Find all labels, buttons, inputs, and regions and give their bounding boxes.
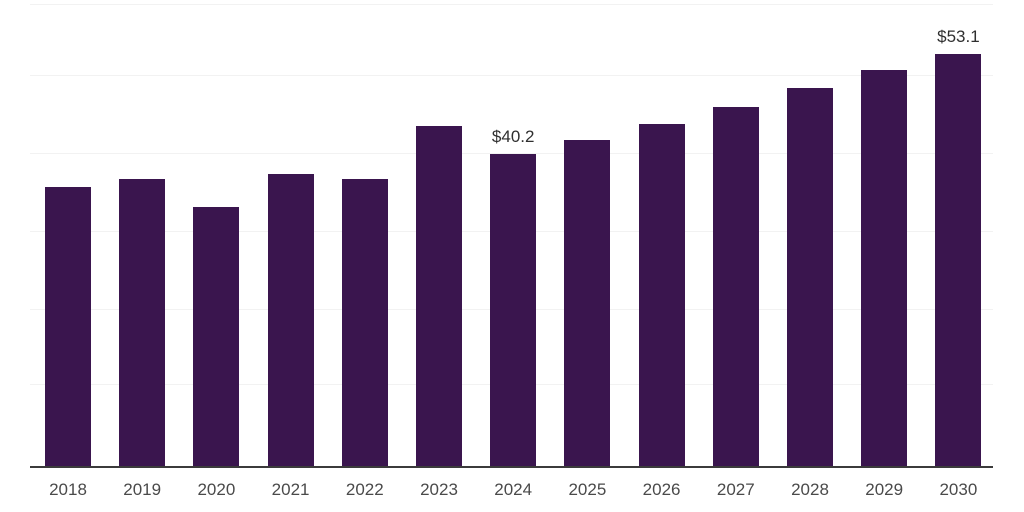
bar[interactable] bbox=[787, 87, 833, 466]
bar-group bbox=[564, 0, 611, 466]
bar[interactable] bbox=[267, 173, 314, 466]
bar-group bbox=[45, 0, 91, 466]
x-axis-tick-labels: 2018 2019 2020 2021 2022 2023 2024 2025 2026 2027… bbox=[30, 478, 993, 512]
bar-group: $40.2 bbox=[490, 0, 537, 466]
bar-group bbox=[861, 0, 908, 466]
bar-group bbox=[712, 0, 759, 466]
bar[interactable] bbox=[119, 178, 166, 466]
x-tick-label: 2020 bbox=[197, 480, 236, 499]
gridline bbox=[30, 75, 993, 77]
x-tick-label: 2026 bbox=[642, 480, 681, 499]
x-tick-label: 2021 bbox=[271, 480, 310, 499]
bar-group bbox=[341, 0, 388, 466]
bar-value-label: $53.1 bbox=[937, 26, 980, 46]
x-tick-label: 2030 bbox=[939, 480, 978, 499]
bar-group bbox=[416, 0, 462, 466]
bar[interactable] bbox=[861, 69, 908, 466]
bar[interactable] bbox=[193, 207, 240, 466]
x-tick-label: 2027 bbox=[716, 480, 755, 499]
bar[interactable] bbox=[564, 139, 611, 466]
bar-group bbox=[787, 0, 833, 466]
x-tick-label: 2018 bbox=[49, 480, 87, 499]
x-tick-label: 2024 bbox=[494, 480, 533, 499]
x-tick-label: 2025 bbox=[568, 480, 607, 499]
bar[interactable] bbox=[416, 125, 462, 466]
bar-group bbox=[267, 0, 314, 466]
x-axis-line bbox=[30, 466, 993, 468]
bar-group: $53.1 bbox=[935, 0, 982, 466]
x-tick-label: 2028 bbox=[791, 480, 829, 499]
bar[interactable] bbox=[341, 179, 388, 466]
bar-group bbox=[638, 0, 685, 466]
bar-group bbox=[119, 0, 166, 466]
bar[interactable] bbox=[490, 153, 537, 466]
x-tick-label: 2019 bbox=[123, 480, 162, 499]
bar-value-label: $40.2 bbox=[491, 126, 535, 146]
x-tick-label: 2029 bbox=[865, 480, 904, 499]
bar[interactable] bbox=[45, 187, 91, 466]
bar[interactable] bbox=[712, 107, 759, 466]
x-tick-label: 2022 bbox=[345, 480, 384, 499]
bar-group bbox=[193, 0, 240, 466]
bar[interactable] bbox=[935, 53, 982, 466]
bar[interactable] bbox=[638, 124, 685, 466]
x-tick-label: 2023 bbox=[420, 480, 458, 499]
plot-area: $40.2 $53.1 bbox=[30, 0, 993, 466]
gridline bbox=[30, 153, 993, 154]
gridline bbox=[30, 3, 993, 5]
